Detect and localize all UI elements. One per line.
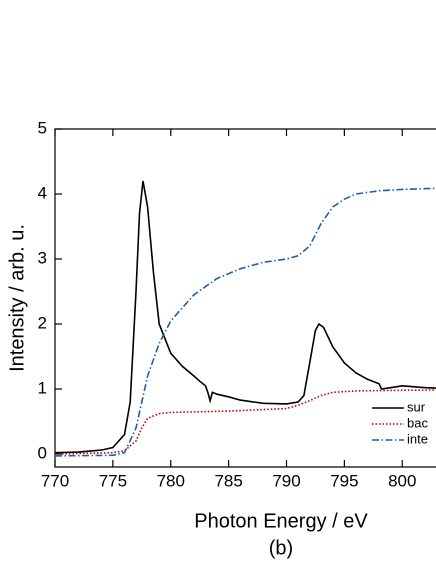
y-tick-label: 3	[38, 248, 47, 267]
y-axis-label: Intensity / arb. u.	[6, 224, 28, 372]
legend-label: inte	[407, 431, 428, 446]
legend-label: bac	[407, 415, 428, 430]
y-tick-label: 4	[38, 183, 47, 202]
x-tick-label: 800	[388, 471, 416, 490]
series-line	[54, 180, 436, 454]
y-tick-label: 2	[38, 313, 47, 332]
x-tick-label: 790	[272, 471, 300, 490]
x-tick-label: 795	[330, 471, 358, 490]
y-tick-label: 1	[38, 378, 47, 397]
y-tick-label: 5	[38, 118, 47, 137]
x-tick-label: 770	[41, 471, 69, 490]
legend-label: sur	[407, 399, 426, 414]
x-tick-label: 775	[99, 471, 127, 490]
plot-frame	[54, 128, 436, 468]
y-tick-label: 0	[38, 443, 47, 462]
x-axis-label: Photon Energy / eV	[194, 510, 368, 532]
caption: (b)	[269, 537, 293, 559]
x-tick-label: 780	[157, 471, 185, 490]
series-line	[54, 389, 436, 455]
x-tick-label: 785	[214, 471, 242, 490]
series-line	[54, 187, 436, 457]
